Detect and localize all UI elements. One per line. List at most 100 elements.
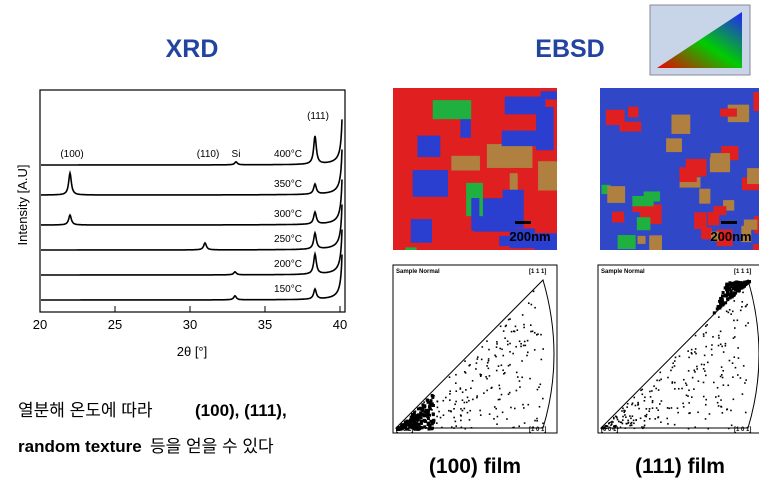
pf-dot (426, 398, 429, 401)
pf-dot (713, 382, 715, 384)
pf-dot (740, 377, 742, 379)
pf-dot (725, 343, 727, 345)
peak-label: (111) (307, 111, 329, 122)
pf-dot (448, 410, 450, 412)
pf-dot (727, 293, 730, 296)
pf-dot (657, 417, 659, 419)
pf-dot (629, 415, 631, 417)
pf-dot (659, 380, 661, 382)
pf-dot (464, 428, 466, 430)
pole-figures: Sample Normal[1 1 1][0 0 1][1 0 1]Sample… (393, 265, 759, 433)
pf-dot (687, 395, 689, 397)
pf-dot (704, 355, 706, 357)
pf-dot (711, 344, 713, 346)
pf-dot (455, 401, 457, 403)
pf-dot (730, 313, 732, 315)
pf-dot (635, 405, 637, 407)
pf-label: Sample Normal (396, 269, 440, 275)
pf-dot (534, 349, 536, 351)
pf-dot (686, 384, 688, 386)
pf-dot (509, 318, 511, 320)
pf-dot (530, 324, 532, 326)
pf-dot (467, 412, 469, 414)
pf-dot (694, 426, 696, 428)
pf-dot (744, 382, 746, 384)
grain (607, 186, 625, 203)
pf-dot (424, 420, 427, 423)
peak-label: Si (232, 149, 241, 160)
pf-dot (611, 423, 613, 425)
pf-dot (685, 383, 687, 385)
grain (713, 206, 726, 215)
pf-dot (524, 422, 526, 424)
pf-dot (537, 389, 539, 391)
pf-dot (740, 310, 742, 312)
pf-dot (709, 413, 711, 415)
pf-dot (522, 314, 524, 316)
pf-dot (637, 403, 639, 405)
pf-dot (499, 348, 501, 350)
pf-dot (655, 388, 657, 390)
pf-label: [0 0 1] (601, 427, 618, 433)
pf-dot (722, 377, 724, 379)
pf-dot (688, 357, 690, 359)
pf-dot (505, 326, 507, 328)
grain (502, 131, 546, 147)
grain (541, 91, 569, 99)
pf-dot (654, 418, 656, 420)
film-label: (111) film (635, 455, 725, 478)
pf-dot (623, 410, 625, 412)
pf-dot (631, 425, 633, 427)
pf-dot (514, 408, 516, 410)
pf-dot (449, 376, 451, 378)
pf-dot (674, 388, 676, 390)
pf-dot (420, 426, 423, 429)
pf-dot (745, 412, 747, 414)
grain (620, 122, 642, 132)
pf-dot (440, 417, 442, 419)
scale-bar (515, 221, 531, 224)
pf-dot (519, 340, 521, 342)
pf-dot (502, 369, 504, 371)
pf-dot (741, 301, 743, 303)
pf-dot (496, 370, 498, 372)
pf-dot (667, 423, 669, 425)
pf-dot (453, 427, 455, 429)
grain (451, 156, 480, 171)
pf-dot (493, 418, 495, 420)
pf-dot (745, 325, 747, 327)
pf-dot (520, 346, 522, 348)
pf-dot (743, 365, 745, 367)
pf-dot (471, 427, 473, 429)
pf-dot (733, 337, 735, 339)
pf-dot (498, 399, 500, 401)
pf-dot (486, 390, 488, 392)
pf-dot (431, 427, 434, 430)
pf-dot (517, 376, 519, 378)
pf-dot (622, 416, 624, 418)
pf-dot (488, 358, 490, 360)
pf-dot (436, 422, 438, 424)
pf-dot (455, 425, 457, 427)
pf-dot (462, 410, 464, 412)
grain (433, 100, 471, 119)
pf-dot (496, 346, 498, 348)
grain (618, 235, 636, 249)
pf-dot (730, 410, 732, 412)
pf-dot (449, 399, 451, 401)
pf-dot (501, 394, 503, 396)
pf-dot (644, 415, 646, 417)
pf-dot (703, 364, 705, 366)
grain (711, 153, 730, 164)
pf-dot (451, 426, 453, 428)
pf-dot (472, 380, 474, 382)
pf-dot (652, 402, 654, 404)
pf-dot (539, 406, 541, 408)
pf-label: [1 0 1] (529, 427, 546, 433)
grain (471, 198, 479, 231)
pf-dot (477, 358, 479, 360)
pf-dot (704, 370, 706, 372)
pf-dot (705, 325, 707, 327)
pf-label: [0 0 1] (396, 427, 413, 433)
pf-dot (469, 410, 471, 412)
